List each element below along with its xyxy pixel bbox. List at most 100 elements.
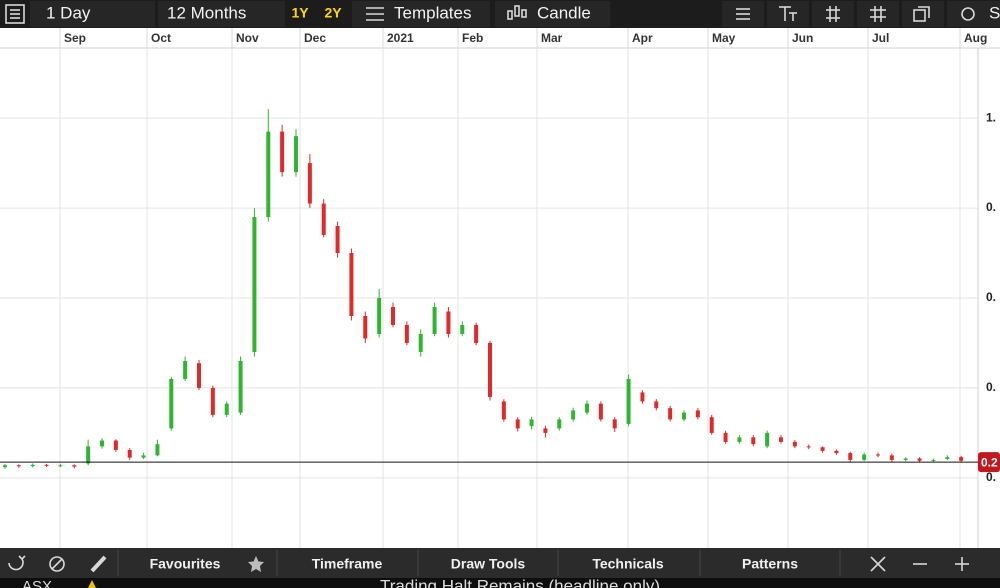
bottom-button[interactable]: Timeframe	[312, 556, 383, 572]
range[interactable]: 12 Months	[167, 3, 246, 22]
chart-style[interactable]: Candle	[537, 3, 591, 22]
bottom-button[interactable]: Draw Tools	[451, 556, 526, 572]
candle-body	[820, 447, 825, 451]
candle-body	[377, 298, 382, 334]
month-label: Feb	[462, 31, 483, 45]
candle-body	[3, 465, 7, 468]
candle-body	[917, 458, 922, 461]
candle-body	[72, 465, 77, 467]
candle-body	[127, 449, 132, 458]
candle-body	[862, 454, 867, 460]
alert-icon	[88, 580, 96, 588]
candle-body	[210, 387, 215, 415]
candle-body	[626, 378, 631, 424]
candle-body	[571, 410, 576, 420]
candle-body	[806, 446, 811, 448]
y-tick-label: 1.	[986, 110, 996, 124]
range-cell[interactable]	[158, 1, 285, 27]
bottom-toolbar	[0, 548, 1000, 578]
month-label: Sep	[64, 31, 86, 45]
candle-body	[598, 403, 603, 420]
candle-body	[695, 410, 700, 418]
candle-body	[640, 392, 645, 402]
candle-body	[280, 131, 285, 173]
templates[interactable]: Templates	[394, 3, 471, 22]
candle-body	[515, 419, 520, 429]
candle-body	[543, 428, 548, 433]
bottom-button[interactable]: Technicals	[592, 556, 664, 572]
candle-body	[58, 465, 63, 467]
news-strip	[0, 578, 1000, 588]
candle-body	[238, 360, 243, 413]
overlay: 0.2	[0, 452, 1000, 473]
candle-body	[945, 457, 950, 459]
candle-body	[723, 432, 728, 442]
candle-body	[889, 455, 894, 460]
candle-body	[903, 458, 908, 460]
candle-body	[224, 403, 229, 415]
bottom-icons[interactable]	[8, 550, 969, 576]
candle-body	[931, 459, 936, 461]
candle-body	[765, 432, 770, 447]
candle-body	[307, 163, 312, 204]
y-tick-label: 0.	[986, 290, 996, 304]
candle-body	[751, 437, 756, 445]
candle-body	[682, 412, 686, 420]
candle-body	[501, 401, 506, 420]
y-tick-label: 0.	[986, 380, 996, 394]
templates-icon	[366, 7, 384, 21]
candle-body	[100, 440, 104, 447]
y-tick-label: 0.	[986, 200, 996, 214]
candle-body	[113, 440, 118, 450]
candle-body	[294, 136, 298, 173]
interval[interactable]: 1 Day	[46, 3, 91, 22]
bottom-button[interactable]: Favourites	[150, 556, 221, 572]
quick-range[interactable]: 1Y	[291, 5, 309, 21]
quick-range[interactable]: 2Y	[324, 5, 342, 21]
grid	[0, 28, 978, 548]
candle-body	[848, 453, 853, 460]
candle-body	[446, 311, 451, 334]
bottom-button[interactable]: Patterns	[742, 556, 798, 572]
style-cell[interactable]	[495, 1, 610, 27]
candle-body	[363, 315, 368, 339]
menu-button[interactable]	[5, 4, 25, 24]
news-headline[interactable]: Trading Halt Remains (headline only)	[380, 576, 660, 588]
month-label: Jul	[872, 31, 889, 45]
month-label: Nov	[236, 31, 259, 45]
last-price-label: 0.2	[981, 455, 998, 469]
candle-body	[585, 403, 589, 413]
candle-body	[86, 446, 91, 464]
candle-body	[529, 419, 534, 427]
candle-body	[404, 324, 409, 343]
candle-body	[252, 217, 257, 352]
candle-body	[557, 419, 562, 429]
month-label: Oct	[151, 31, 171, 45]
candle-body	[349, 253, 354, 316]
interval-cell[interactable]	[30, 1, 155, 27]
month-label: Apr	[632, 31, 653, 45]
candle-body	[16, 465, 21, 467]
candle-body	[460, 324, 465, 334]
right-tools[interactable]	[722, 1, 1000, 27]
candle-body	[44, 464, 49, 466]
candle-body	[474, 324, 479, 343]
candle-body	[876, 454, 880, 456]
candle-body	[779, 437, 783, 442]
month-label: Mar	[541, 31, 563, 45]
candle-body	[197, 363, 201, 388]
candle-body	[183, 360, 188, 379]
candle-body	[321, 203, 326, 236]
month-label: May	[712, 31, 736, 45]
candle-body	[654, 401, 659, 409]
candle-body	[612, 419, 617, 429]
settings[interactable]: S	[989, 3, 1000, 22]
candle-body	[155, 444, 160, 456]
month-label: 2021	[387, 31, 414, 45]
candles	[3, 109, 964, 469]
candle-body	[169, 378, 174, 429]
candle-body	[432, 306, 437, 334]
candle-body	[959, 457, 964, 461]
candle-body	[792, 441, 797, 447]
